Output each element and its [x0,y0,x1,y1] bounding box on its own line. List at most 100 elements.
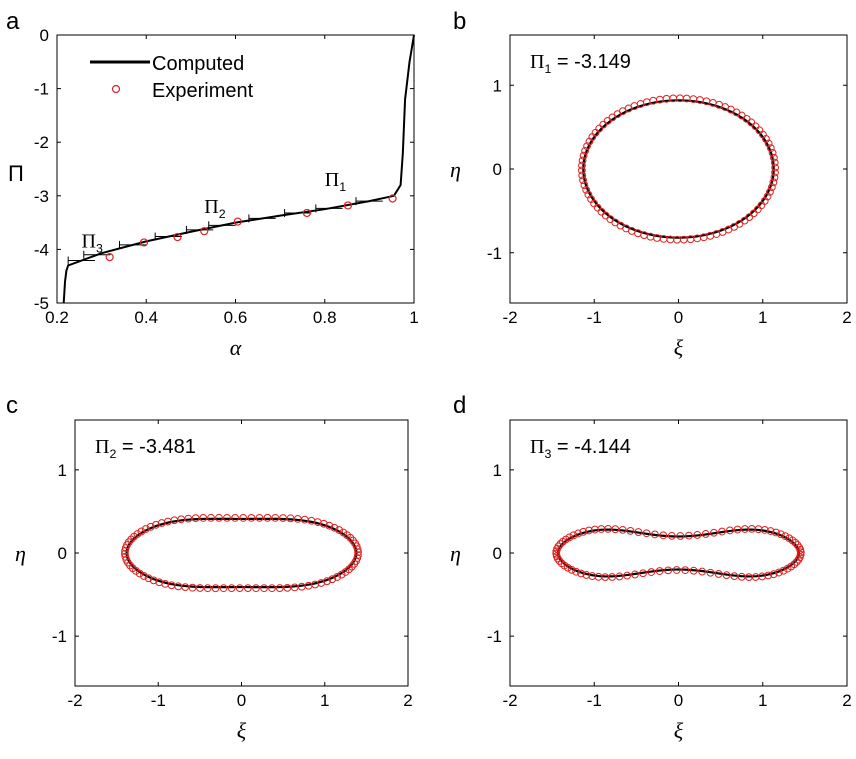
panel-b-xlabel: ξ [674,335,684,360]
panel-d-experiment-point [769,570,778,579]
panel-d-experiment-point [582,571,591,579]
panel-b-experiment-point [579,176,587,185]
panel-d-experiment-point [567,565,576,574]
panel-letter-a: a [6,8,20,35]
panel-c-xtick-label: -1 [151,691,166,710]
panel-b-experiment-point [770,153,778,162]
panel-c-experiment-point [121,549,129,558]
panel-d-experiment-point [618,525,627,534]
panel-a-ytick-label: -2 [34,133,49,152]
panel-d-experiment-point [766,527,775,535]
panel-d-xtick-label: -2 [502,691,517,710]
panel-a-annotation-pi2: Π2 [204,196,225,221]
panel-a-experiment-point [139,238,149,247]
panel-c-experiment-point [349,536,357,545]
panel-a-ytick-label: -3 [34,187,49,206]
panel-c-experiment-point [325,521,334,530]
panel-d-experiment-point [623,571,632,580]
panel-d-experiment-point [758,572,767,581]
panel-d-experiment-point [684,531,693,540]
panel-c-experiment-point [235,584,244,592]
panel-c-experiment-point [126,561,134,570]
panel-c-experiment-point [333,573,342,581]
panel-c-experiment-point [227,584,236,593]
panel-letter-c: c [6,392,18,419]
panel-d-experiment-point [584,526,593,535]
panel-d-experiment-point [655,567,664,575]
panel-b-experiment-point [578,156,587,165]
panel-a-plot: 0.2 0.4 0.6 0.8 1 -5 -4 -3 -2 -1 0 α Π Π1 Π2 Π3 Computed… [8,26,419,360]
panel-d-experiment-point [552,547,561,556]
panel-d-ytick-label: 1 [493,461,502,480]
panel-c-experiment-point [354,551,362,559]
panel-b-xtick-label: 1 [758,308,767,327]
panel-d-experiment-point [659,531,668,540]
panel-d-xlabel: ξ [674,718,684,743]
panel-c-experiment-point [203,584,212,593]
panel-d-experiment-point [608,573,617,581]
panel-c-experiment-point [211,584,220,593]
panel-a-ytick-label: 0 [40,26,49,45]
panel-b-experiment-point [770,158,779,167]
panel-a-computed-line [62,34,415,304]
panel-c-experiment-point [263,513,272,522]
panel-d-experiment-point [779,566,788,575]
panel-c-xlabel: ξ [237,718,247,743]
panel-d-experiment-point [572,567,581,576]
panel-c-experiment-point [271,513,280,522]
panel-d-experiment-point [796,550,805,559]
panel-d-pi-value: Π3 = -4.144 [530,436,631,461]
panel-c-pi-value: Π2 = -3.481 [95,436,196,461]
panel-c-experiment-point [353,554,362,562]
panel-c-experiment-point [252,584,260,593]
panel-d-experiment-point [574,529,583,538]
panel-c-experiment-point [139,572,148,580]
panel-c-experiment-point [207,513,215,522]
panel-c-experiment-point [137,527,146,536]
panel-b-pi-value: Π1 = -3.149 [530,51,631,76]
panel-d-experiment-point [650,530,659,539]
panel-c-experiment-point [243,584,252,593]
panel-c-experiment-point [188,583,197,592]
panel-a-experiment-point [343,201,353,210]
panel-b-experiment-point [755,126,764,135]
panel-d-ytick-label: -1 [487,627,502,646]
panel-a-xtick-label: 0.8 [313,308,337,327]
panel-c-experiment-point [337,570,346,579]
panel-c-experiment-point [275,584,284,592]
panel-a-ytick-label: -4 [34,240,49,259]
panel-b-experiment-point [766,144,775,153]
panel-d-experiment-point [718,527,726,536]
panel-d-experiment-point [733,525,742,534]
panel-a-experiment-point [200,227,209,236]
panel-c-experiment-point [196,584,204,592]
panel-c-ylabel: η [15,541,26,566]
panel-b-experiment-point [580,181,589,189]
panel-a-xtick-label: 0.2 [45,308,69,327]
panel-d-ytick-label: 0 [493,544,502,563]
panel-c-experiment-point [239,514,248,522]
panel-b-experiment-point [577,166,586,175]
panel-c-experiment-point [199,514,208,522]
panel-d-xtick-label: 1 [758,691,767,710]
panel-b-experiment-point [585,137,594,146]
panel-d-computed-curve [556,528,801,578]
panel-b-experiment-point [578,161,586,170]
panel-a-xtick-label: 1 [409,308,418,327]
panel-b-xtick-label: 0 [674,308,683,327]
panel-d-experiment-point [781,532,790,541]
panel-c-xtick-label: 0 [237,691,246,710]
panel-d-experiment-point [701,530,710,538]
panel-c-experiment-point [152,520,160,529]
panel-d-experiment-point [634,528,643,536]
panel-d-experiment-point [647,568,656,576]
panel-b-experiment-point [771,163,780,172]
panel-c-experiment-point [354,548,362,557]
panel-d-experiment-point [698,567,707,576]
legend-computed-label: Computed [152,53,244,75]
panel-c-experiment-point [317,579,326,587]
panel-b-experiment-point [769,178,778,187]
panel-letter-b: b [453,8,466,35]
panel-d-experiment-point [676,532,685,540]
panel-a-ylabel: Π [8,161,24,186]
